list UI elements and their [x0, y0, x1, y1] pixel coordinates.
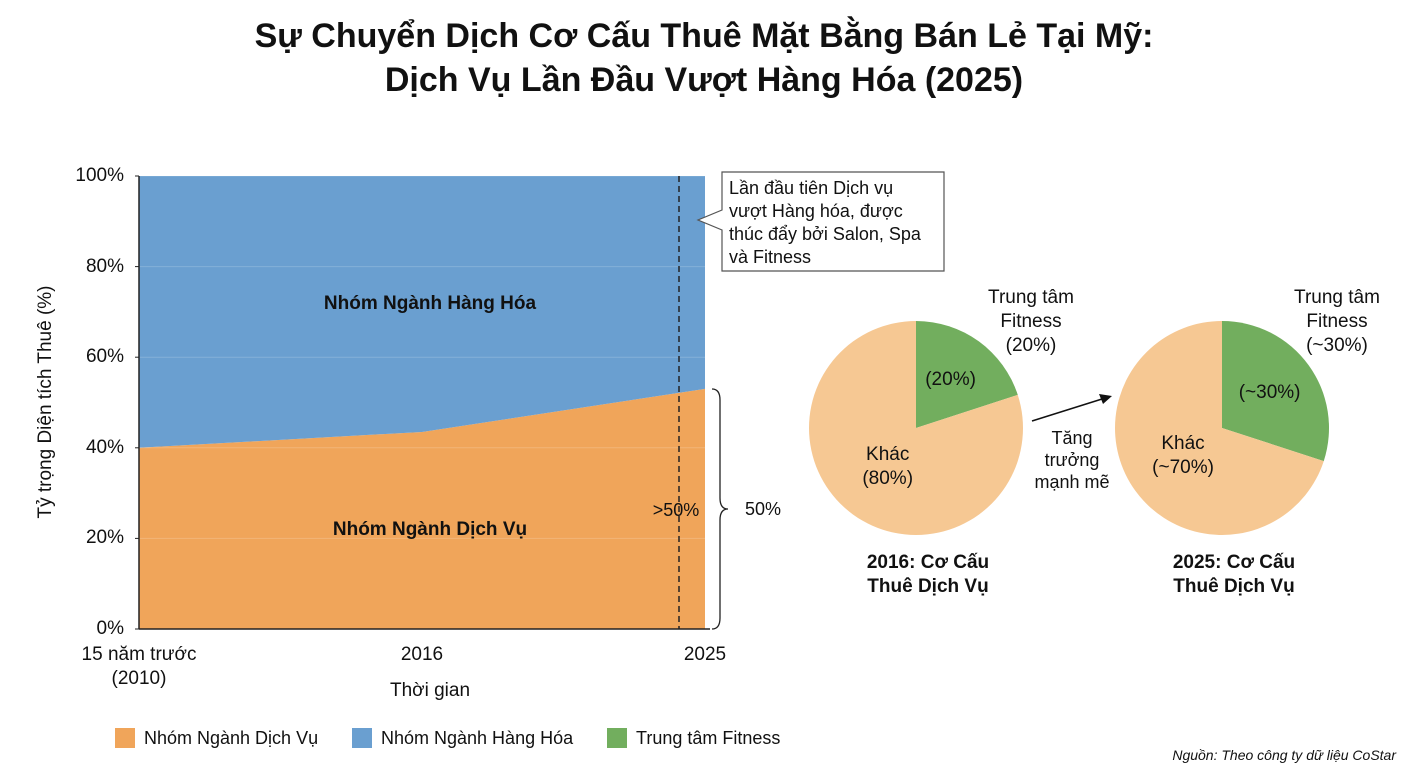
- slice-label: (20%): [925, 369, 976, 391]
- slice-label: (80%): [862, 467, 914, 489]
- pie-title: 2016: Cơ Cấu Thuê Dịch Vụ: [866, 552, 990, 597]
- y-tick-label: 80%: [85, 255, 124, 277]
- arrow-head: [1099, 394, 1112, 404]
- y-tick-label: 0%: [96, 618, 124, 639]
- y-tick-label: 60%: [85, 346, 124, 368]
- arrow: [1031, 398, 1103, 422]
- outer-label: Trung tâm Fitness (20%): [966, 286, 1096, 358]
- legend-swatch: [115, 728, 135, 748]
- x-tick-label: 15 năm trước (2010): [81, 644, 197, 689]
- outer-label-name: Trung tâm Fitness: [988, 287, 1074, 332]
- annotation: 50%: [744, 499, 782, 519]
- slice-label: Khác: [1161, 433, 1205, 455]
- y-tick-label: 100%: [75, 165, 124, 186]
- pie-slice: [808, 321, 1023, 535]
- area: [139, 176, 705, 448]
- x-axis-title: Thời gian: [389, 680, 471, 701]
- legend-label: Nhóm Ngành Hàng Hóa: [381, 728, 574, 748]
- slice-label: (~70%): [1152, 457, 1214, 479]
- pie-title: 2025: Cơ Cấu Thuê Dịch Vụ: [1172, 552, 1296, 597]
- y-tick-label: 40%: [85, 436, 124, 458]
- y-tick-label: 20%: [85, 527, 124, 549]
- source: Nguồn: Theo công ty dữ liệu CoStar: [1172, 747, 1396, 763]
- outer-label-value: (~30%): [1306, 335, 1368, 356]
- annotation: >50%: [652, 500, 700, 520]
- outer-label-value: (20%): [1005, 335, 1057, 356]
- callout-text: Lần đầu tiên Dịch vụ vượt Hàng hóa, được…: [729, 178, 921, 267]
- pie-slice: [1222, 321, 1329, 462]
- callout-box: [696, 171, 945, 272]
- legend-label: Trung tâm Fitness: [636, 728, 781, 748]
- pie-slice: [916, 321, 1018, 428]
- y-axis-title: Tỷ trọng Diện tích Thuê (%): [35, 285, 56, 519]
- outer-label: Trung tâm Fitness (~30%): [1272, 286, 1402, 358]
- outer-label-name: Trung tâm Fitness: [1294, 287, 1380, 332]
- area-label: Nhóm Ngành Dịch Vụ: [332, 519, 528, 541]
- legend-swatch: [607, 728, 627, 748]
- title: Sự Chuyển Dịch Cơ Cấu Thuê Mặt Bằng Bán …: [254, 17, 1154, 99]
- bracket: [711, 388, 729, 630]
- x-tick-label: 2025: [683, 644, 727, 665]
- legend-label: Nhóm Ngành Dịch Vụ: [144, 728, 319, 748]
- legend-swatch: [352, 728, 372, 748]
- slice-label: Khác: [866, 443, 910, 465]
- pie-slice: [1115, 321, 1324, 535]
- arrow-label: Tăng trưởng mạnh mẽ: [1034, 428, 1110, 492]
- x-tick-label: 2016: [400, 644, 444, 665]
- slice-label: (~30%): [1238, 382, 1301, 404]
- area: [139, 388, 705, 629]
- area-label: Nhóm Ngành Hàng Hóa: [323, 292, 537, 314]
